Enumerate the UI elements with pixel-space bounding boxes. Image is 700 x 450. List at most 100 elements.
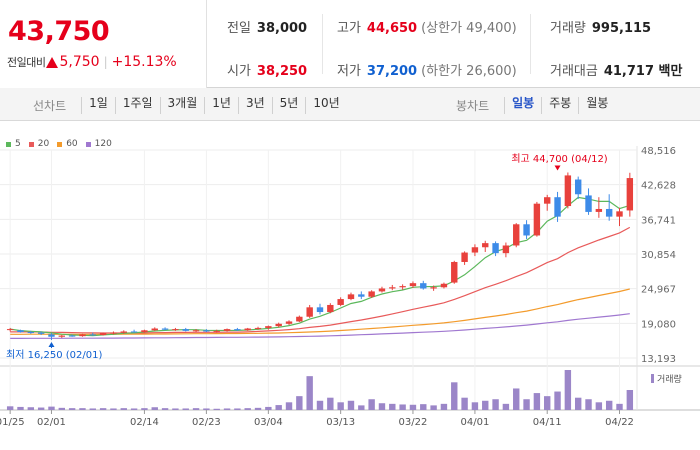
candle-chart-periods: 봉차트 일봉 주봉 월봉 — [456, 97, 615, 114]
candle-body — [440, 283, 448, 288]
candle-body — [120, 331, 127, 333]
x-tick-label: 04/11 — [533, 417, 562, 428]
volume-bar — [79, 408, 86, 410]
candle-body — [513, 224, 520, 246]
volume-bar — [337, 402, 344, 410]
volume-bar — [17, 406, 24, 410]
volume-bar — [347, 400, 355, 410]
candle-body — [595, 208, 603, 212]
volume-bar — [616, 403, 623, 410]
x-tick-label: 03/22 — [399, 417, 428, 428]
volume-bar — [513, 388, 520, 410]
high-arrow-head — [554, 165, 561, 171]
change-separator: | — [103, 55, 108, 69]
ma120-line — [10, 313, 630, 339]
x-tick-label: 02/23 — [192, 417, 221, 428]
volume-summary: 거래량 995,115 — [550, 21, 652, 36]
volume-bar — [420, 404, 427, 410]
volume-bar — [285, 402, 293, 410]
high-annotation: 최고 44,700 (04/12) — [511, 153, 607, 165]
chart-toolbar: 선차트 1일 1주일 3개월 1년 3년 5년 10년 봉차트 일봉 주봉 월봉 — [0, 88, 700, 121]
low-annotation: 최저 16,250 (02/01) — [6, 349, 102, 361]
period-3y[interactable]: 3년 — [237, 97, 272, 114]
candle-body — [420, 283, 427, 289]
volume-bar — [296, 396, 303, 410]
volume-bar — [482, 400, 489, 410]
volume-bar — [120, 408, 127, 410]
candle-body — [110, 332, 117, 334]
price-box: 43,750 전일대비 5,750 | +15.13% — [0, 0, 207, 88]
candle-body — [172, 329, 179, 331]
volume-bar — [544, 396, 551, 410]
volume-bar — [151, 407, 158, 410]
volume-bar — [130, 408, 138, 410]
x-tick-label: 02/01 — [37, 417, 66, 428]
candle-body — [17, 330, 24, 333]
high-price: 고가 44,650 (상한가 49,400) — [337, 21, 517, 36]
volume-legend-swatch — [651, 374, 654, 383]
candle-body — [585, 195, 592, 212]
volume-bar — [430, 405, 437, 410]
period-weekly[interactable]: 주봉 — [541, 97, 578, 114]
candle-body — [471, 247, 479, 253]
ma-legend: 5 20 60 120 — [6, 139, 120, 149]
candle-body — [347, 294, 355, 300]
current-price: 43,750 — [8, 16, 110, 47]
prev-close: 전일 38,000 — [227, 21, 308, 36]
candle-body — [161, 328, 169, 330]
candle-body — [523, 224, 530, 236]
volume-bar — [595, 402, 603, 410]
period-daily[interactable]: 일봉 — [504, 97, 541, 114]
up-triangle-icon — [46, 56, 59, 68]
period-5y[interactable]: 5년 — [271, 97, 306, 114]
volume-bar — [440, 403, 448, 410]
volume-bar — [389, 403, 396, 410]
candle-body — [368, 291, 375, 297]
divider — [322, 14, 323, 74]
candle-body — [296, 316, 303, 322]
x-tick-label: 03/13 — [326, 417, 355, 428]
period-3m[interactable]: 3개월 — [159, 97, 205, 114]
period-1d[interactable]: 1일 — [81, 97, 115, 114]
volume-bar — [68, 408, 76, 410]
volume-bar — [234, 408, 241, 410]
divider — [530, 14, 531, 74]
open-price: 시가 38,250 — [227, 64, 308, 79]
candle-body — [254, 327, 262, 329]
y-tick-label: 48,516 — [641, 146, 676, 157]
volume-bar — [161, 408, 169, 410]
candle-body — [533, 203, 541, 236]
x-tick-label: 04/01 — [461, 417, 490, 428]
candle-body — [27, 332, 35, 334]
candle-body — [306, 307, 313, 317]
candle-body — [337, 299, 344, 305]
volume-bar — [275, 405, 282, 410]
volume-bar — [244, 408, 251, 410]
candle-body — [130, 331, 138, 333]
volume-bar — [172, 408, 179, 410]
candle-body — [265, 326, 272, 328]
period-10y[interactable]: 10년 — [305, 97, 346, 114]
change-percent: +15.13% — [111, 54, 177, 70]
volume-bar — [451, 382, 458, 410]
volume-bar — [574, 397, 582, 410]
y-tick-label: 13,193 — [641, 354, 676, 365]
candle-body — [213, 330, 220, 332]
low-price: 저가 37,200 (하한가 26,600) — [337, 64, 517, 79]
y-tick-label: 42,628 — [641, 181, 676, 192]
candle-body — [275, 323, 282, 327]
legend-ma20: 20 — [28, 139, 49, 149]
volume-bar — [265, 406, 272, 410]
volume-bar — [27, 407, 35, 410]
period-1w[interactable]: 1주일 — [114, 97, 160, 114]
candle-body — [151, 328, 158, 331]
change-value: 5,750 — [59, 54, 100, 70]
candle-body — [99, 333, 107, 335]
volume-bar — [223, 408, 231, 410]
quote-summary: 43,750 전일대비 5,750 | +15.13% 전일 38,000 시가 3… — [0, 0, 700, 88]
candle-body — [492, 243, 499, 254]
candle-body — [223, 329, 231, 331]
period-1y[interactable]: 1년 — [204, 97, 238, 114]
period-monthly[interactable]: 월봉 — [578, 97, 615, 114]
